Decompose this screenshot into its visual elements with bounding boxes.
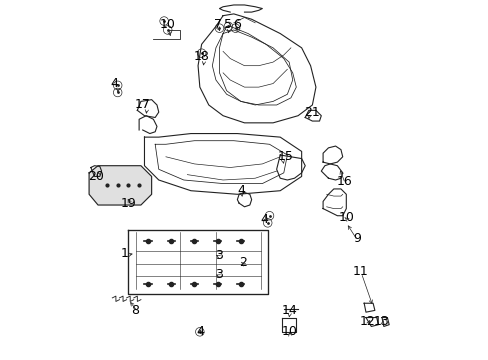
Text: 12: 12 [359, 315, 375, 328]
Text: 17: 17 [135, 99, 150, 112]
Text: 16: 16 [336, 175, 352, 188]
Text: 5: 5 [224, 18, 232, 31]
Text: 3: 3 [215, 268, 223, 281]
Text: 8: 8 [131, 304, 139, 317]
Text: 10: 10 [338, 211, 353, 224]
Text: 1: 1 [121, 247, 128, 260]
Text: 10: 10 [281, 325, 297, 338]
Text: 11: 11 [352, 265, 368, 278]
Text: 4: 4 [237, 184, 244, 197]
Text: 13: 13 [373, 315, 389, 328]
Text: 3: 3 [215, 248, 223, 261]
Polygon shape [89, 166, 151, 205]
Text: 10: 10 [160, 18, 175, 31]
Text: 6: 6 [233, 18, 241, 31]
Text: 4: 4 [196, 325, 203, 338]
Text: 19: 19 [120, 197, 136, 210]
Text: 21: 21 [304, 105, 320, 119]
Text: 4: 4 [110, 77, 118, 90]
Text: 20: 20 [88, 170, 104, 183]
Text: 14: 14 [281, 304, 296, 317]
Text: 18: 18 [193, 50, 209, 63]
Text: 9: 9 [352, 233, 360, 246]
Text: 15: 15 [277, 150, 293, 163]
Text: 2: 2 [238, 256, 246, 269]
Text: 4: 4 [260, 213, 267, 226]
Text: 7: 7 [213, 18, 221, 31]
